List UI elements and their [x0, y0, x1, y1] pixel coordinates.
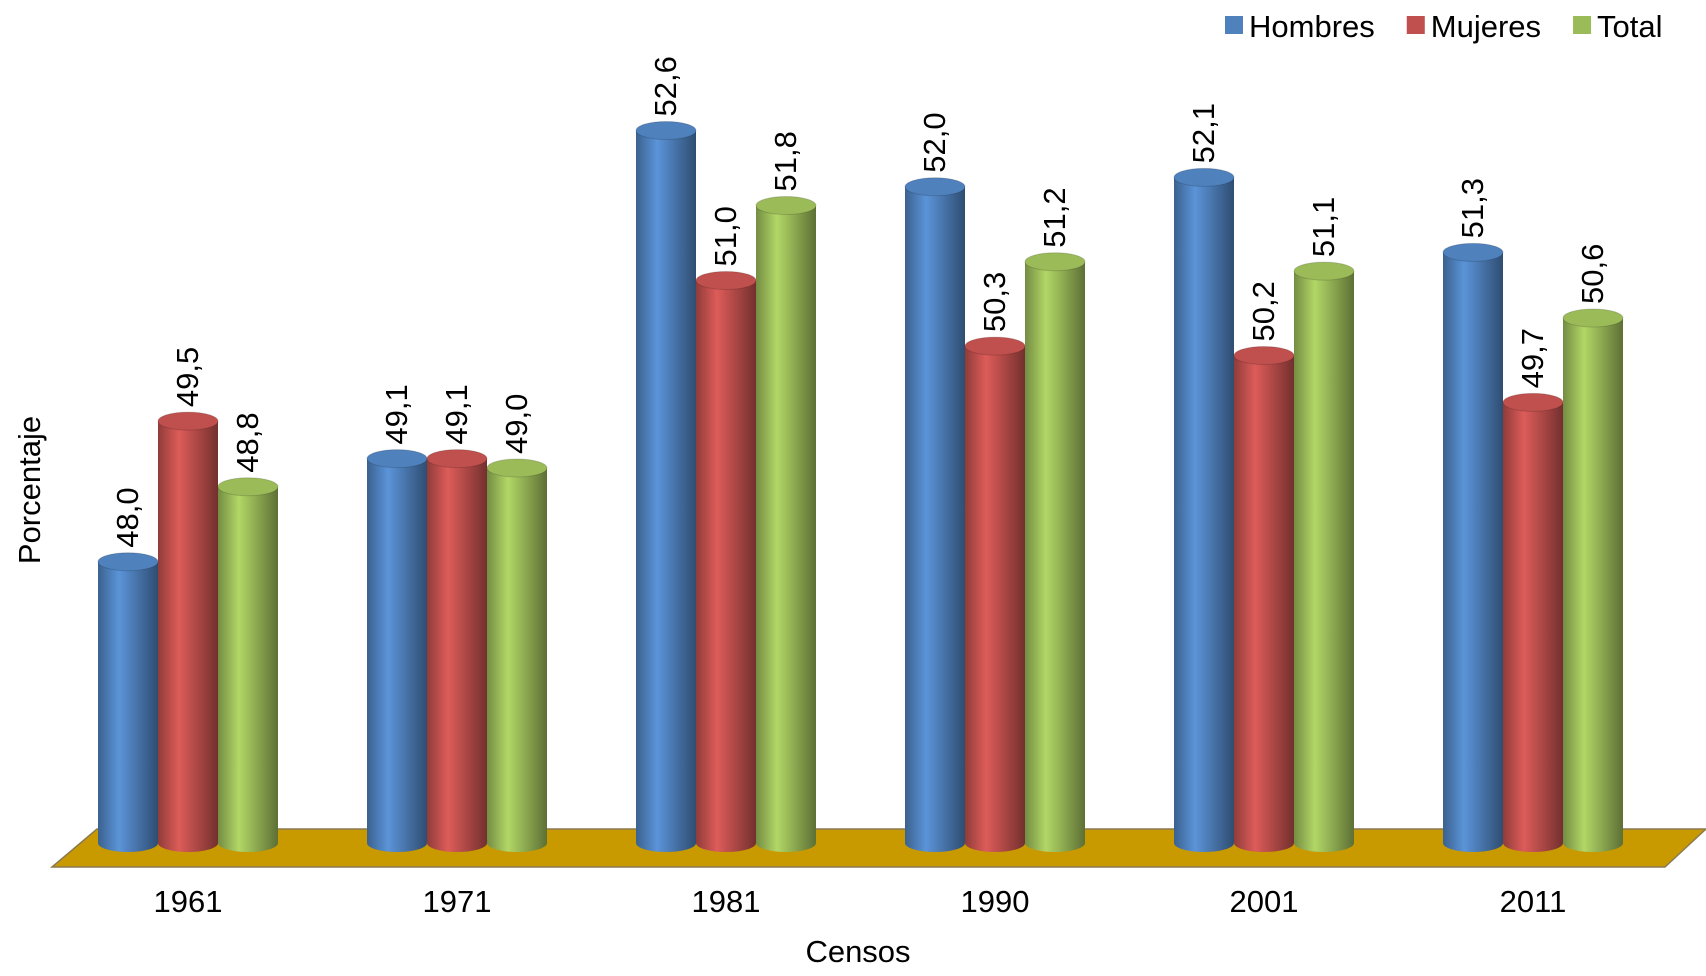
bar: [1025, 261, 1085, 843]
data-label: 49,1: [439, 384, 474, 444]
data-label: 49,5: [170, 347, 205, 407]
bar: [158, 421, 218, 843]
x-tick-label: 1990: [961, 884, 1030, 919]
bar-top: [217, 477, 279, 497]
x-axis-label: Censos: [805, 934, 910, 969]
legend-swatch: [1406, 16, 1425, 34]
data-label: 52,1: [1186, 103, 1221, 163]
bar-top: [426, 449, 488, 469]
bar-top: [1562, 308, 1624, 328]
bar: [218, 486, 278, 843]
data-label: 51,0: [708, 206, 743, 266]
x-tick-label: 2001: [1230, 884, 1299, 919]
bar-top: [964, 336, 1026, 356]
bar: [756, 205, 816, 843]
bar-top: [1024, 252, 1086, 272]
legend-swatch: [1573, 16, 1592, 34]
data-label: 49,1: [379, 384, 414, 444]
legend-label: Total: [1597, 9, 1662, 44]
x-tick-label: 2011: [1500, 884, 1567, 919]
bar: [367, 458, 427, 843]
y-axis-label: Porcentaje: [12, 416, 47, 564]
legend: Hombres Mujeres Total: [1225, 9, 1663, 44]
data-label: 50,6: [1575, 244, 1610, 304]
bar-top: [157, 411, 219, 431]
bar: [1294, 271, 1354, 843]
data-label: 52,6: [648, 56, 683, 116]
x-tick-label: 1971: [423, 884, 492, 919]
bar-top: [486, 458, 548, 478]
legend-label: Mujeres: [1431, 9, 1541, 44]
data-label: 48,0: [110, 487, 145, 547]
bar: [1174, 177, 1234, 843]
legend-label: Hombres: [1249, 9, 1375, 44]
bar: [1503, 402, 1563, 843]
data-label: 51,1: [1306, 197, 1341, 257]
bar-top: [1502, 392, 1564, 412]
bar-top: [1442, 242, 1504, 262]
bar-top: [1233, 346, 1295, 365]
data-label: 52,0: [917, 112, 952, 172]
bar: [965, 346, 1025, 843]
data-label: 48,8: [230, 412, 265, 472]
bar: [98, 561, 158, 843]
bar-top: [97, 552, 159, 572]
x-tick-label: 1981: [692, 884, 761, 919]
data-label: 51,8: [768, 131, 803, 191]
data-label: 50,2: [1246, 281, 1281, 341]
bar-top: [1293, 261, 1355, 281]
bar: [487, 468, 547, 843]
legend-swatch: [1225, 16, 1243, 34]
bar: [427, 458, 487, 843]
bar-top: [904, 177, 966, 197]
bar-top: [695, 271, 757, 290]
bar-top: [755, 196, 817, 215]
bar: [636, 130, 696, 843]
bar: [905, 186, 965, 843]
data-label: 51,3: [1455, 178, 1490, 238]
data-label: 49,7: [1515, 328, 1550, 388]
data-label: 51,2: [1037, 187, 1072, 247]
bar: [1563, 318, 1623, 843]
data-label: 50,3: [977, 272, 1012, 332]
bar-top: [635, 121, 697, 140]
bar-top: [366, 449, 428, 469]
bar: [1443, 252, 1503, 843]
bar: [1234, 355, 1294, 843]
bar: [696, 280, 756, 843]
x-tick-label: 1961: [154, 884, 223, 919]
data-label: 49,0: [499, 394, 534, 454]
bar-top: [1173, 167, 1235, 187]
